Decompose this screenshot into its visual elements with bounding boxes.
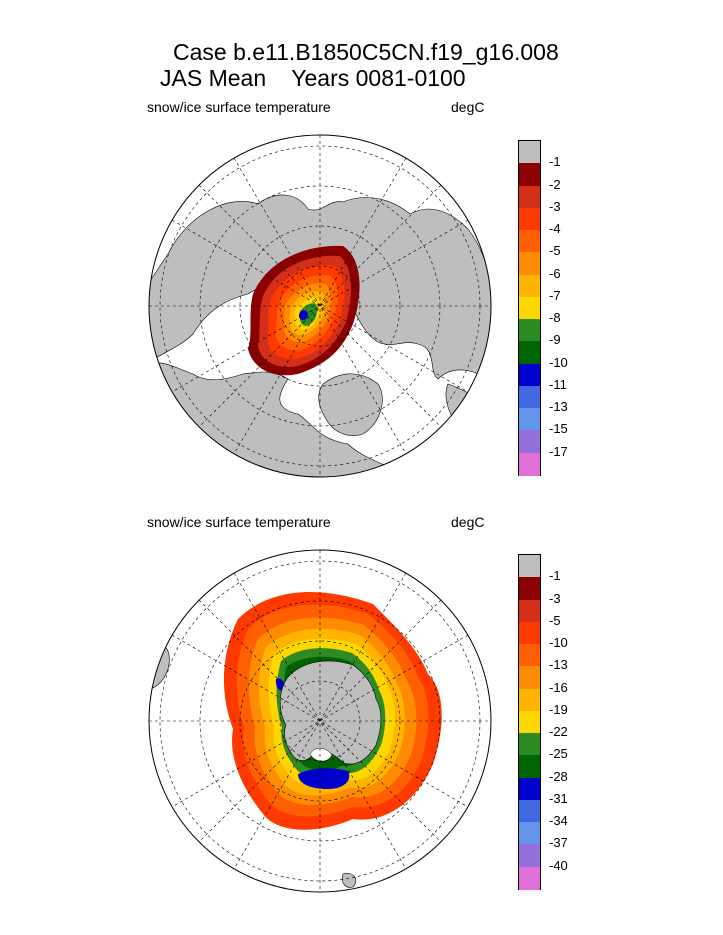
colorbar-tick-label: -31 — [549, 790, 568, 806]
colorbar-tick-label: -1 — [549, 154, 561, 170]
colorbar-tick-label: -11 — [549, 376, 567, 392]
south-panel-units-label: degC — [451, 514, 485, 530]
colorbar-swatch — [519, 777, 540, 801]
colorbar-swatch — [519, 319, 540, 343]
colorbar-swatch — [519, 621, 540, 645]
colorbar-tick-label: -22 — [549, 724, 568, 740]
north-sea-ice — [248, 245, 360, 376]
colorbar-swatch — [519, 296, 540, 320]
plot-title-line-1: Case b.e11.B1850C5CN.f19_g16.008 — [173, 39, 559, 65]
colorbar-swatch — [519, 363, 540, 387]
colorbar-tick-label: -37 — [549, 835, 568, 851]
south-map-border — [148, 549, 492, 893]
colorbar-tick-label: -5 — [549, 243, 561, 259]
north-panel-units-label: degC — [451, 99, 485, 115]
colorbar-swatch — [519, 207, 540, 231]
north-graticule — [149, 135, 491, 477]
south-land-new-zealand — [341, 873, 357, 888]
colorbar-swatch — [519, 430, 540, 454]
colorbar-tick-label: -13 — [549, 399, 568, 415]
colorbar-swatch — [519, 666, 540, 690]
colorbar-tick-label: -10 — [549, 354, 568, 370]
colorbar-swatch — [519, 755, 540, 779]
plot-title-line-2: JAS Mean Years 0081-0100 — [160, 65, 466, 91]
colorbar-swatch — [519, 599, 540, 623]
colorbar-tick-label: -4 — [549, 221, 561, 237]
colorbar-tick-label: -34 — [549, 813, 568, 829]
colorbar-swatch — [519, 799, 540, 823]
colorbar-swatch — [519, 385, 540, 409]
colorbar-tick-label: -8 — [549, 310, 561, 326]
colorbar-swatch — [519, 577, 540, 601]
colorbar-tick-label: -25 — [549, 746, 568, 762]
colorbar-swatch — [519, 644, 540, 668]
colorbar-tick-label: -16 — [549, 679, 568, 695]
colorbar-swatch — [519, 688, 540, 712]
colorbar-swatch — [519, 274, 540, 298]
colorbar-tick-label: -5 — [549, 612, 561, 628]
colorbar-tick-label: -19 — [549, 701, 568, 717]
colorbar-tick-label: -7 — [549, 287, 561, 303]
colorbar-tick-label: -13 — [549, 657, 568, 673]
north-polar-map — [148, 134, 492, 478]
colorbar-swatch — [519, 555, 540, 578]
colorbar-swatch — [519, 163, 540, 187]
north-colorbar — [518, 140, 541, 476]
colorbar-swatch — [519, 408, 540, 432]
south-ice-shelf-ross — [309, 747, 333, 762]
colorbar-swatch — [519, 230, 540, 254]
colorbar-swatch — [519, 844, 540, 868]
colorbar-swatch — [519, 866, 540, 890]
north-panel-variable-label: snow/ice surface temperature — [147, 99, 331, 115]
south-colorbar — [518, 554, 541, 890]
colorbar-tick-label: -28 — [549, 768, 568, 784]
north-land-greenland — [318, 373, 383, 436]
south-panel-variable-label: snow/ice surface temperature — [147, 514, 331, 530]
colorbar-tick-label: -6 — [549, 265, 561, 281]
south-polar-map — [148, 549, 492, 893]
colorbar-swatch — [519, 141, 540, 164]
colorbar-swatch — [519, 710, 540, 734]
colorbar-tick-label: -1 — [549, 568, 561, 584]
colorbar-tick-label: -2 — [549, 176, 561, 192]
north-map-border — [148, 134, 492, 478]
colorbar-tick-label: -17 — [549, 443, 568, 459]
colorbar-tick-label: -3 — [549, 198, 561, 214]
colorbar-tick-label: -40 — [549, 857, 568, 873]
colorbar-tick-label: -3 — [549, 590, 561, 606]
colorbar-swatch — [519, 185, 540, 209]
south-graticule — [149, 550, 491, 892]
colorbar-swatch — [519, 452, 540, 476]
colorbar-swatch — [519, 252, 540, 276]
colorbar-swatch — [519, 733, 540, 757]
colorbar-tick-label: -15 — [549, 421, 568, 437]
colorbar-tick-label: -10 — [549, 635, 568, 651]
colorbar-swatch — [519, 822, 540, 846]
south-land-antarctica — [279, 660, 382, 765]
colorbar-swatch — [519, 341, 540, 365]
colorbar-tick-label: -9 — [549, 332, 561, 348]
